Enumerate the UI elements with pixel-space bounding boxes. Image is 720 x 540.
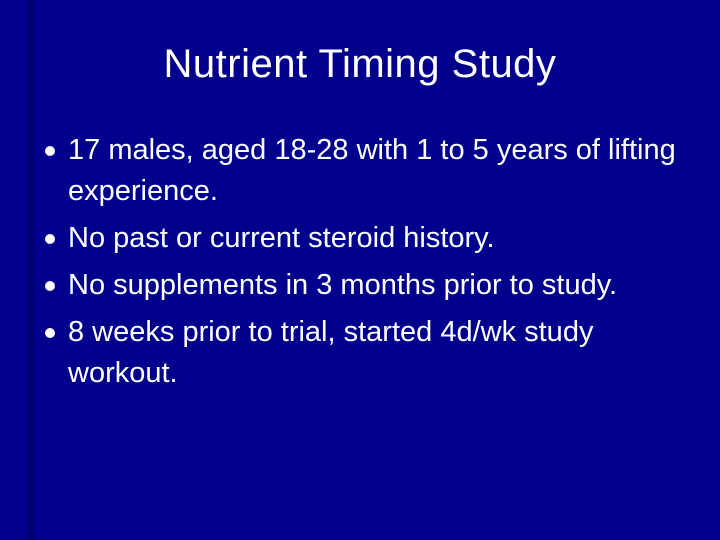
bullet-icon: [45, 146, 55, 156]
bullet-text: No past or current steroid history.: [68, 222, 495, 254]
bullet-icon: [45, 281, 55, 291]
bullet-icon: [45, 328, 55, 338]
bullet-text: 8 weeks prior to trial, started 4d/wk st…: [68, 316, 594, 389]
list-item: 8 weeks prior to trial, started 4d/wk st…: [45, 312, 690, 394]
bullet-text: No supplements in 3 months prior to stud…: [68, 269, 618, 301]
list-item: No past or current steroid history.: [45, 218, 690, 259]
bullet-text: 17 males, aged 18-28 with 1 to 5 years o…: [68, 134, 676, 207]
list-item: No supplements in 3 months prior to stud…: [45, 265, 690, 306]
slide-title: Nutrient Timing Study: [163, 42, 557, 86]
bullet-icon: [45, 234, 55, 244]
slide-left-edge-stripe: [27, 0, 34, 540]
list-item: 17 males, aged 18-28 with 1 to 5 years o…: [45, 130, 690, 212]
bullet-list: 17 males, aged 18-28 with 1 to 5 years o…: [45, 130, 690, 400]
